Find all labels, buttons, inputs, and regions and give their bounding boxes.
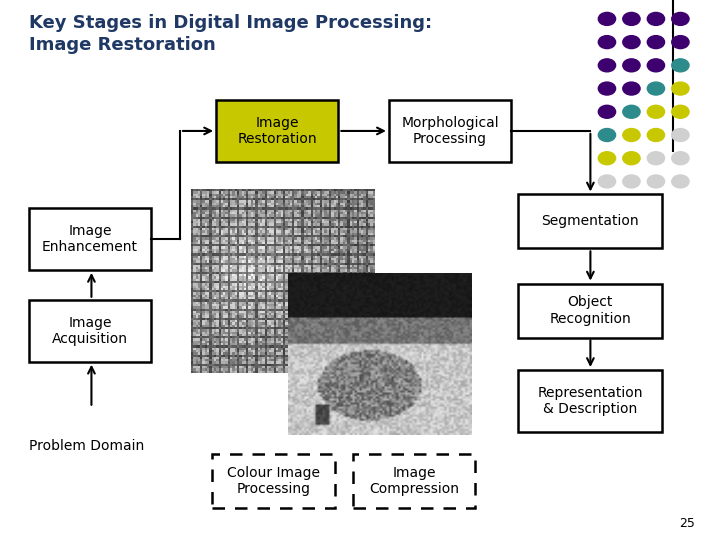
Circle shape	[672, 175, 689, 188]
Circle shape	[672, 129, 689, 141]
Circle shape	[647, 152, 665, 165]
FancyBboxPatch shape	[518, 284, 662, 338]
Circle shape	[672, 12, 689, 25]
Circle shape	[598, 36, 616, 49]
Circle shape	[623, 129, 640, 141]
Text: Morphological
Processing: Morphological Processing	[401, 116, 499, 146]
Circle shape	[647, 175, 665, 188]
Text: Image
Compression: Image Compression	[369, 465, 459, 496]
FancyBboxPatch shape	[29, 300, 151, 362]
Circle shape	[647, 82, 665, 95]
Circle shape	[672, 82, 689, 95]
Circle shape	[623, 59, 640, 72]
Circle shape	[623, 152, 640, 165]
Text: Object
Recognition: Object Recognition	[549, 295, 631, 326]
Circle shape	[623, 175, 640, 188]
Circle shape	[672, 105, 689, 118]
Circle shape	[672, 59, 689, 72]
Circle shape	[598, 152, 616, 165]
Text: Segmentation: Segmentation	[541, 214, 639, 228]
Circle shape	[598, 105, 616, 118]
Circle shape	[623, 105, 640, 118]
Circle shape	[623, 82, 640, 95]
Text: Image
Restoration: Image Restoration	[238, 116, 317, 146]
FancyBboxPatch shape	[353, 454, 475, 508]
FancyBboxPatch shape	[518, 194, 662, 248]
FancyBboxPatch shape	[518, 370, 662, 432]
Text: Representation
& Description: Representation & Description	[538, 386, 643, 416]
Circle shape	[623, 12, 640, 25]
Text: Key Stages in Digital Image Processing:
Image Restoration: Key Stages in Digital Image Processing: …	[29, 14, 432, 55]
Circle shape	[598, 59, 616, 72]
Circle shape	[598, 175, 616, 188]
Circle shape	[672, 36, 689, 49]
FancyBboxPatch shape	[29, 208, 151, 270]
Text: Problem Domain: Problem Domain	[29, 438, 144, 453]
Text: Image
Enhancement: Image Enhancement	[42, 224, 138, 254]
Circle shape	[623, 36, 640, 49]
Text: 25: 25	[679, 517, 695, 530]
Circle shape	[598, 12, 616, 25]
Circle shape	[647, 105, 665, 118]
FancyBboxPatch shape	[216, 100, 338, 162]
Circle shape	[647, 129, 665, 141]
Text: Image
Acquisition: Image Acquisition	[52, 316, 128, 346]
Circle shape	[672, 152, 689, 165]
Circle shape	[647, 12, 665, 25]
FancyBboxPatch shape	[212, 454, 335, 508]
FancyBboxPatch shape	[389, 100, 511, 162]
Circle shape	[647, 36, 665, 49]
Circle shape	[647, 59, 665, 72]
Circle shape	[598, 129, 616, 141]
Circle shape	[598, 82, 616, 95]
Text: Colour Image
Processing: Colour Image Processing	[227, 465, 320, 496]
